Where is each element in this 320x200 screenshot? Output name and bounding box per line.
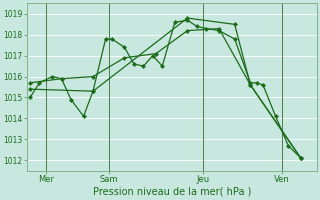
X-axis label: Pression niveau de la mer( hPa ): Pression niveau de la mer( hPa ): [92, 187, 251, 197]
